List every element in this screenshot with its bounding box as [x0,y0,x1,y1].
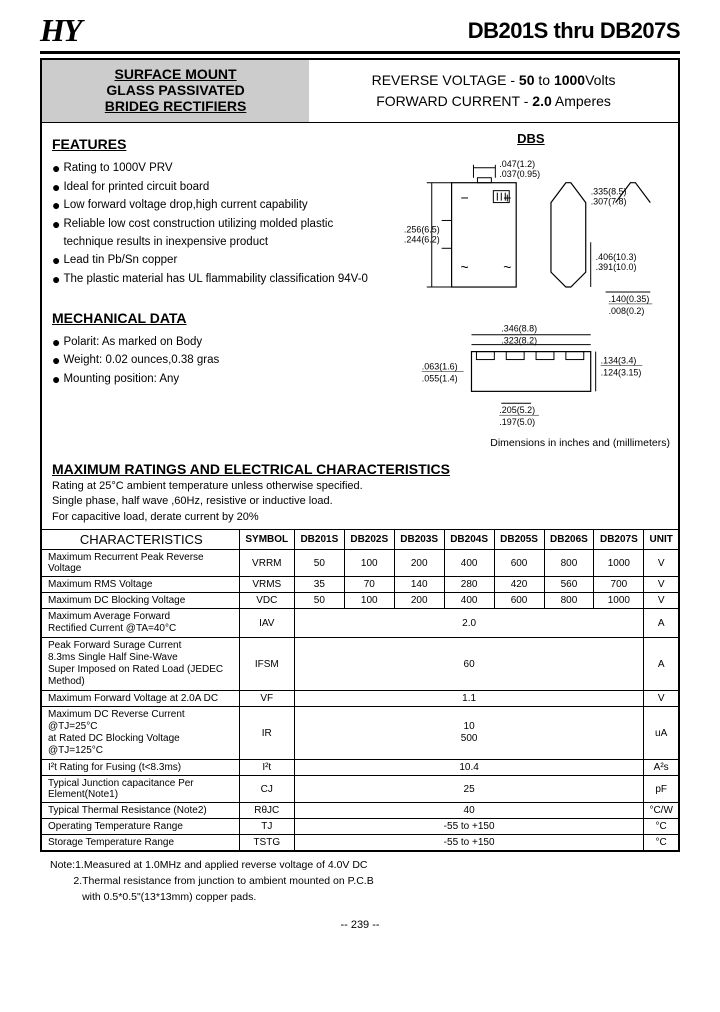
surface-mount-label: SURFACE MOUNT [46,66,305,82]
table-header: DB203S [394,530,444,550]
page-number: -- 239 -- [40,919,680,931]
mechanical-list: ●Polarit: As marked on Body●Weight: 0.02… [52,333,384,388]
right-column: DBS − + ~ ~ [392,123,678,457]
header: HY DB201S thru DB207S [40,12,680,54]
svg-text:.244(6.2): .244(6.2) [404,234,440,244]
table-row: Storage Temperature RangeTSTG-55 to +150… [42,835,678,851]
table-row: Typical Junction capacitance Per Element… [42,776,678,803]
table-header: DB205S [494,530,544,550]
svg-text:.335(8.5): .335(8.5) [591,187,627,197]
svg-text:.307(7.8): .307(7.8) [591,197,627,207]
left-column: FEATURES ●Rating to 1000V PRV●Ideal for … [42,123,392,457]
ratings-notes: Rating at 25°C ambient temperature unles… [42,479,678,529]
table-header: SYMBOL [239,530,294,550]
table-row: Operating Temperature RangeTJ-55 to +150… [42,819,678,835]
reverse-voltage-line: REVERSE VOLTAGE - 50 to 1000Volts [313,70,674,91]
forward-current-line: FORWARD CURRENT - 2.0 Amperes [313,91,674,112]
svg-text:.047(1.2): .047(1.2) [499,159,535,169]
spec-summary-box: REVERSE VOLTAGE - 50 to 1000Volts FORWAR… [309,60,678,122]
svg-text:.134(3.4): .134(3.4) [600,356,636,366]
table-row: Maximum DC Blocking VoltageVDC5010020040… [42,593,678,609]
svg-text:.124(3.15): .124(3.15) [600,367,641,377]
table-row: Peak Forward Surage Current8.3ms Single … [42,638,678,691]
feature-item: ●Reliable low cost construction utilizin… [52,215,384,252]
ratings-heading: MAXIMUM RATINGS AND ELECTRICAL CHARACTER… [42,457,678,479]
svg-text:.205(5.2): .205(5.2) [499,405,535,415]
svg-text:~: ~ [503,259,511,275]
feature-item: ●Lead tin Pb/Sn copper [52,251,384,269]
features-list: ●Rating to 1000V PRV●Ideal for printed c… [52,159,384,288]
svg-text:.197(5.0): .197(5.0) [499,417,535,427]
svg-text:~: ~ [460,259,468,275]
table-header: CHARACTERISTICS [42,530,239,550]
package-label: DBS [392,131,670,146]
dimension-caption: Dimensions in inches and (millimeters) [392,437,670,449]
table-header: DB207S [594,530,644,550]
rectifiers-label: BRIDEG RECTIFIERS [46,98,305,114]
mech-item: ●Mounting position: Any [52,370,384,388]
mechanical-heading: MECHANICAL DATA [52,307,384,329]
table-row: Maximum Average ForwardRectified Current… [42,609,678,638]
table-row: Maximum DC Reverse Current @TJ=25°Cat Ra… [42,707,678,760]
svg-text:.391(10.0): .391(10.0) [595,262,636,272]
glass-passivated-label: GLASS PASSIVATED [46,82,305,98]
features-heading: FEATURES [52,133,384,155]
table-header: DB204S [444,530,494,550]
doc-title: DB201S thru DB207S [468,18,680,44]
table-row: Maximum Recurrent Peak Reverse VoltageVR… [42,550,678,577]
table-header: DB202S [344,530,394,550]
svg-text:.256(6.5): .256(6.5) [404,224,440,234]
footnotes: Note:1.Measured at 1.0MHz and applied re… [40,852,680,911]
feature-item: ●Rating to 1000V PRV [52,159,384,177]
svg-text:.140(0.35): .140(0.35) [608,294,649,304]
package-diagram: − + ~ ~ .047(1.2) .037(0.95) [392,152,670,432]
svg-text:.406(10.3): .406(10.3) [595,252,636,262]
svg-text:.063(1.6): .063(1.6) [422,361,458,371]
svg-text:+: + [503,190,511,206]
mech-item: ●Polarit: As marked on Body [52,333,384,351]
svg-text:.055(1.4): .055(1.4) [422,373,458,383]
table-header: UNIT [644,530,678,550]
table-row: Maximum Forward Voltage at 2.0A DCVF1.1V [42,691,678,707]
svg-text:.037(0.95): .037(0.95) [499,169,540,179]
table-row: Typical Thermal Resistance (Note2)RθJC40… [42,803,678,819]
feature-item: ●Ideal for printed circuit board [52,178,384,196]
product-type-box: SURFACE MOUNT GLASS PASSIVATED BRIDEG RE… [42,60,309,122]
characteristics-table: CHARACTERISTICSSYMBOLDB201SDB202SDB203SD… [42,529,678,850]
svg-text:.346(8.8): .346(8.8) [501,324,537,334]
table-row: Maximum RMS VoltageVRMS35701402804205607… [42,577,678,593]
svg-text:.008(0.2): .008(0.2) [608,306,644,316]
feature-item: ●Low forward voltage drop,high current c… [52,196,384,214]
table-row: I²t Rating for Fusing (t<8.3ms)I²t10.4A²… [42,760,678,776]
mech-item: ●Weight: 0.02 ounces,0.38 gras [52,351,384,369]
table-header: DB201S [294,530,344,550]
main-container: SURFACE MOUNT GLASS PASSIVATED BRIDEG RE… [40,58,680,852]
feature-item: ●The plastic material has UL flammabilit… [52,270,384,288]
table-header: DB206S [544,530,594,550]
svg-text:−: − [460,190,468,206]
brand-logo: HY [40,12,80,49]
svg-text:.323(8.2): .323(8.2) [501,336,537,346]
